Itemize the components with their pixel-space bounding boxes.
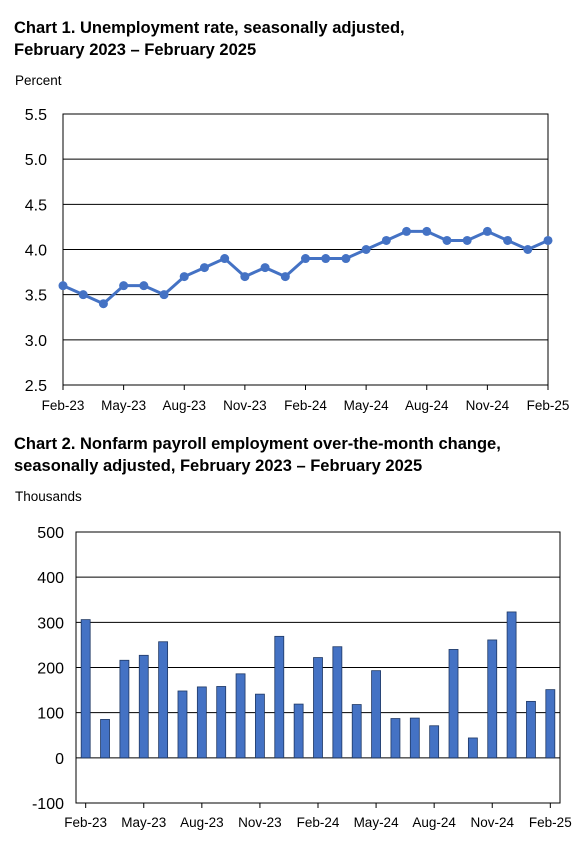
- chart1-data-point: [321, 254, 331, 264]
- chart1-y-tick-label: 3.5: [25, 288, 47, 305]
- chart1-data-point: [523, 245, 533, 254]
- chart1-data-point: [240, 272, 250, 282]
- chart2-bar: [138, 654, 149, 759]
- chart1-x-tick-label: May-24: [344, 398, 390, 413]
- chart1-y-tick-label: 4.0: [25, 243, 47, 260]
- chart1-data-point: [503, 235, 513, 245]
- chart1-y-tick-label: 5.5: [25, 107, 47, 124]
- chart1-ylabel: Percent: [15, 73, 62, 88]
- chart2-bar: [293, 703, 304, 759]
- chart2-x-tick-label: Nov-24: [470, 815, 514, 830]
- chart2-x-tick-label: Feb-25: [529, 815, 572, 830]
- chart1-data-point: [159, 290, 169, 300]
- chart2-bar: [467, 737, 478, 759]
- chart1-data-point: [422, 226, 432, 236]
- chart2-bar: [80, 619, 91, 759]
- chart2-x-tick-label: May-23: [121, 815, 166, 830]
- chart1-y-tick-label: 2.5: [25, 378, 47, 395]
- chart2-x-tick-label: May-24: [354, 815, 400, 830]
- chart2-y-tick-label: 100: [37, 706, 64, 723]
- chart2-bar: [506, 611, 517, 759]
- chart1-data-point: [442, 235, 452, 245]
- chart2-y-tick-label: 500: [37, 525, 64, 542]
- chart2-bar: [371, 670, 381, 759]
- chart1-data-point: [199, 263, 209, 273]
- chart1-x-tick-label: Aug-24: [405, 398, 449, 413]
- chart2-bar: [158, 641, 169, 759]
- chart1-x-tick-label: May-23: [101, 398, 146, 413]
- chart1-data-point: [341, 254, 351, 264]
- chart2-title-line2: seasonally adjusted, February 2023 – Feb…: [14, 457, 423, 475]
- chart1-data-point: [361, 245, 371, 254]
- chart1-y-tick-label: 3.0: [25, 333, 47, 350]
- chart2-x-tick-label: Feb-23: [64, 815, 107, 830]
- chart2-y-tick-label: 400: [37, 570, 64, 587]
- chart2-bar: [313, 657, 323, 759]
- chart1-data-point: [482, 226, 492, 236]
- chart2-bar: [429, 725, 440, 759]
- chart1-x-tick-label: Feb-25: [527, 398, 570, 413]
- chart1-y-tick-label: 5.0: [25, 152, 47, 169]
- chart2-x-tick-label: Feb-24: [297, 815, 340, 830]
- chart2-bar: [274, 635, 285, 759]
- chart1-data-point: [139, 281, 149, 291]
- chart1-data-point: [78, 290, 88, 300]
- chart2-bar: [119, 659, 130, 759]
- chart1-x-tick-label: Nov-24: [466, 398, 510, 413]
- chart1-data-point: [119, 281, 129, 291]
- chart1-data-point: [179, 272, 189, 282]
- chart2-x-tick-label: Nov-23: [238, 815, 282, 830]
- chart2-bar: [526, 700, 536, 759]
- chart2-bar: [255, 693, 265, 759]
- chart1-title: Chart 1. Unemployment rate, seasonally a…: [14, 17, 405, 61]
- chart1-data-point: [543, 235, 553, 245]
- chart1-unemployment-line-chart: 5.5 5.0 4.5 4.0 3.5 3.0 2.5 Feb-23 May-23 Aug-23 N…: [25, 107, 570, 413]
- chart2-x-tick-label: Aug-23: [180, 815, 224, 830]
- chart1-data-point: [462, 235, 472, 245]
- chart2-bar: [409, 717, 420, 759]
- chart2-bar: [448, 649, 459, 759]
- chart1-data-point: [381, 235, 391, 245]
- chart1-data-point: [260, 263, 270, 273]
- chart1-data-point: [220, 254, 230, 264]
- chart1-x-tick-label: Aug-23: [162, 398, 206, 413]
- chart1-x-tick-label: Nov-23: [223, 398, 267, 413]
- chart2-bar: [216, 686, 227, 759]
- chart1-data-point: [280, 272, 290, 282]
- chart2-bar: [177, 690, 188, 759]
- chart2-bar: [487, 639, 498, 759]
- chart2-y-tick-label: 0: [55, 751, 64, 768]
- chart2-y-tick-label: 200: [37, 661, 64, 678]
- chart2-title-line1: Chart 2. Nonfarm payroll employment over…: [14, 435, 501, 453]
- chart1-title-line2: February 2023 – February 2025: [14, 41, 257, 59]
- chart2-y-tick-label: -100: [32, 796, 64, 813]
- chart2-bar: [351, 704, 362, 759]
- chart2-bar: [100, 719, 110, 759]
- chart1-data-point: [402, 226, 412, 236]
- chart2-bar: [332, 646, 343, 759]
- chart2-bar: [196, 686, 207, 759]
- chart2-title: Chart 2. Nonfarm payroll employment over…: [14, 433, 501, 477]
- chart1-x-tick-label: Feb-24: [284, 398, 327, 413]
- chart1-title-line1: Chart 1. Unemployment rate, seasonally a…: [14, 19, 405, 37]
- chart2-ylabel: Thousands: [15, 489, 82, 504]
- chart2-bar: [235, 673, 246, 759]
- chart2-bar: [545, 689, 556, 759]
- chart2-y-tick-label: 300: [37, 615, 64, 632]
- chart1-x-tick-label: Feb-23: [42, 398, 85, 413]
- chart1-data-point: [98, 299, 108, 309]
- chart1-data-point: [301, 254, 310, 264]
- chart2-bar: [390, 718, 401, 759]
- chart1-data-point: [58, 281, 68, 291]
- chart1-y-tick-label: 4.5: [25, 197, 47, 214]
- chart2-x-tick-label: Aug-24: [412, 815, 456, 830]
